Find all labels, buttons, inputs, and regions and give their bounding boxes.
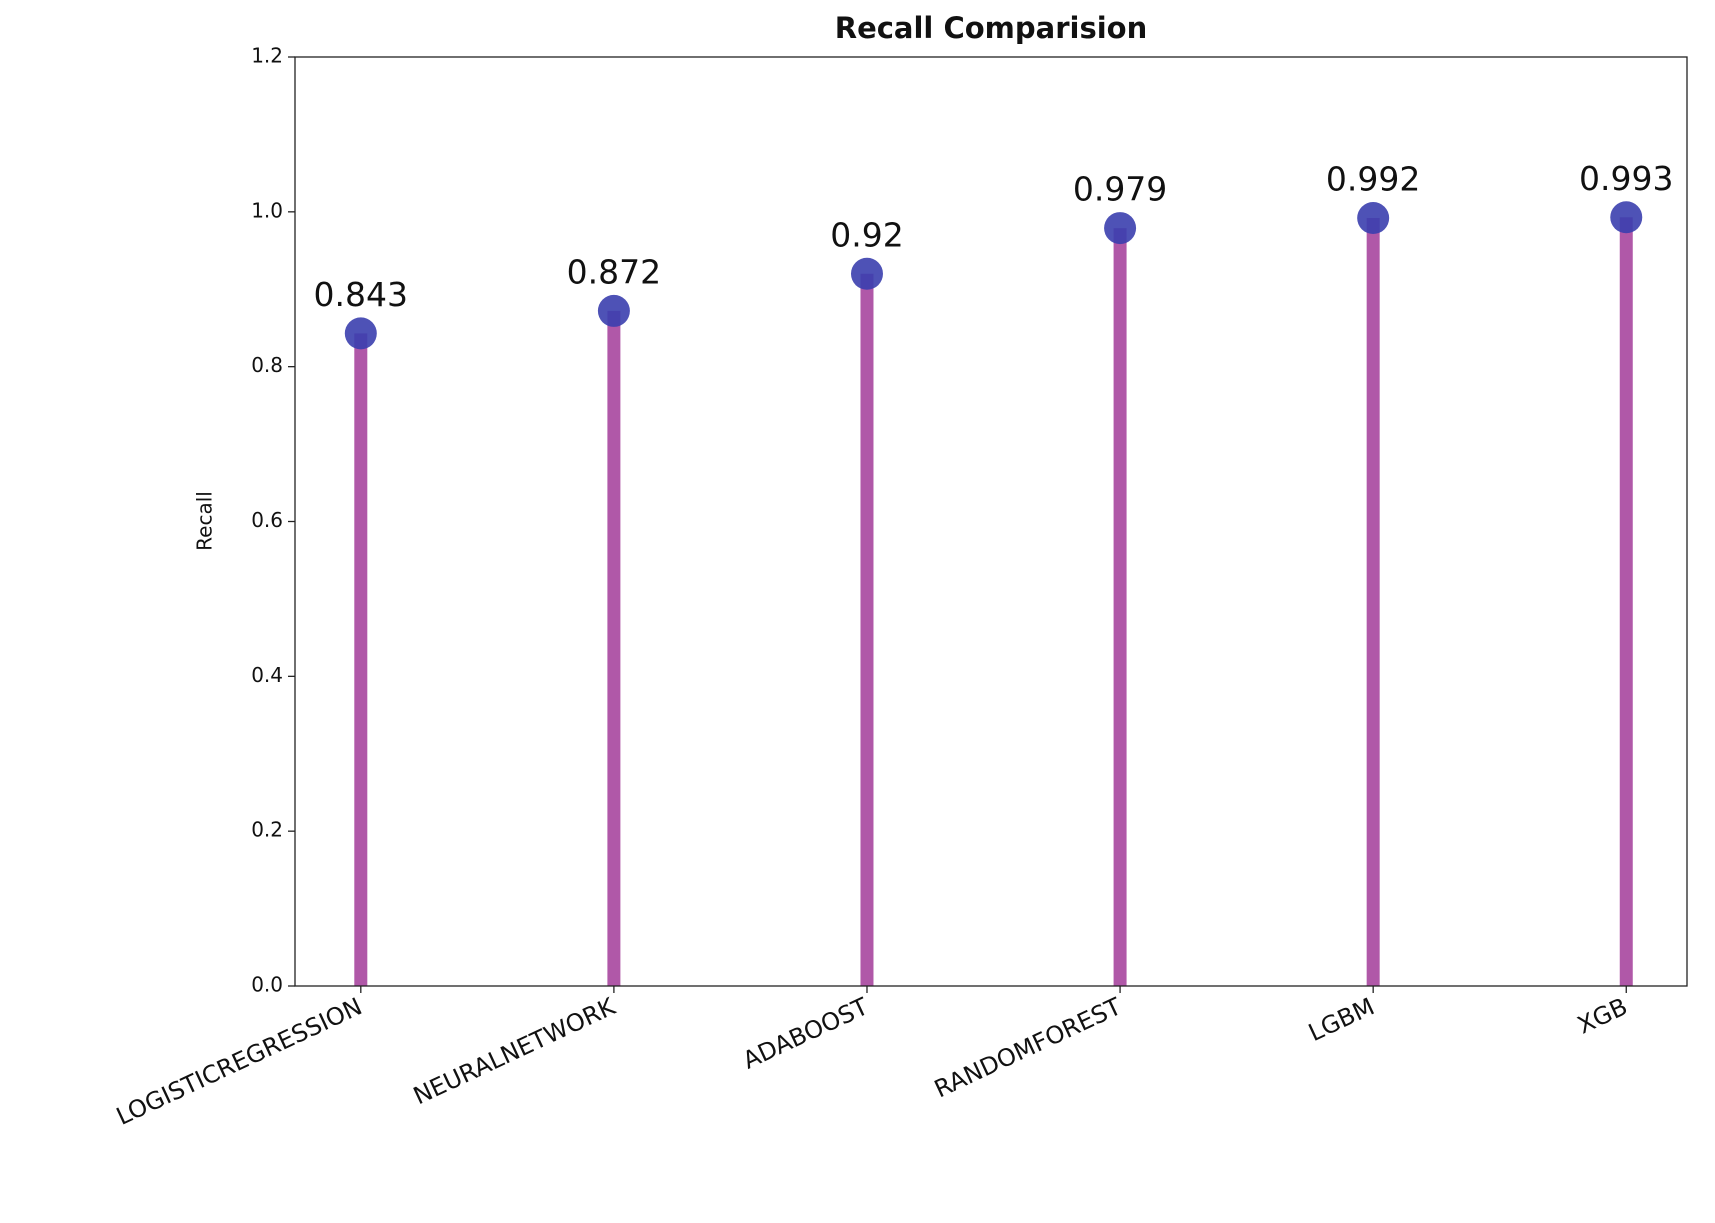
marker <box>344 317 377 350</box>
x-tick-label: XGB <box>1573 992 1632 1039</box>
marker <box>850 257 883 290</box>
x-tick-label: RANDOMFOREST <box>930 992 1126 1103</box>
x-tick-label: NEURALNETWORK <box>409 992 620 1110</box>
x-tick-label: ADABOOST <box>739 992 873 1074</box>
value-label: 0.92 <box>830 215 903 254</box>
y-tick-label: 1.0 <box>251 198 283 222</box>
x-tick-label: LGBM <box>1304 992 1378 1047</box>
y-tick-label: 0.6 <box>251 508 283 532</box>
x-tick-label: LOGISTICREGRESSION <box>112 992 366 1130</box>
value-label: 0.992 <box>1326 160 1420 199</box>
marker <box>1104 212 1137 245</box>
y-axis-label: Recall <box>193 491 217 551</box>
marker <box>597 294 630 327</box>
y-tick-label: 0.0 <box>251 973 283 997</box>
marker <box>1610 201 1643 234</box>
value-label: 0.979 <box>1073 170 1167 209</box>
value-label: 0.843 <box>314 275 408 314</box>
marker <box>1357 202 1390 235</box>
value-label: 0.872 <box>567 252 661 291</box>
plot-frame <box>294 56 1688 987</box>
y-tick-label: 0.8 <box>251 353 283 377</box>
y-tick-label: 1.2 <box>251 44 283 68</box>
y-tick-label: 0.2 <box>251 818 283 842</box>
y-tick-label: 0.4 <box>251 663 283 687</box>
value-label: 0.993 <box>1579 159 1673 198</box>
chart-title: Recall Comparision <box>835 11 1148 45</box>
